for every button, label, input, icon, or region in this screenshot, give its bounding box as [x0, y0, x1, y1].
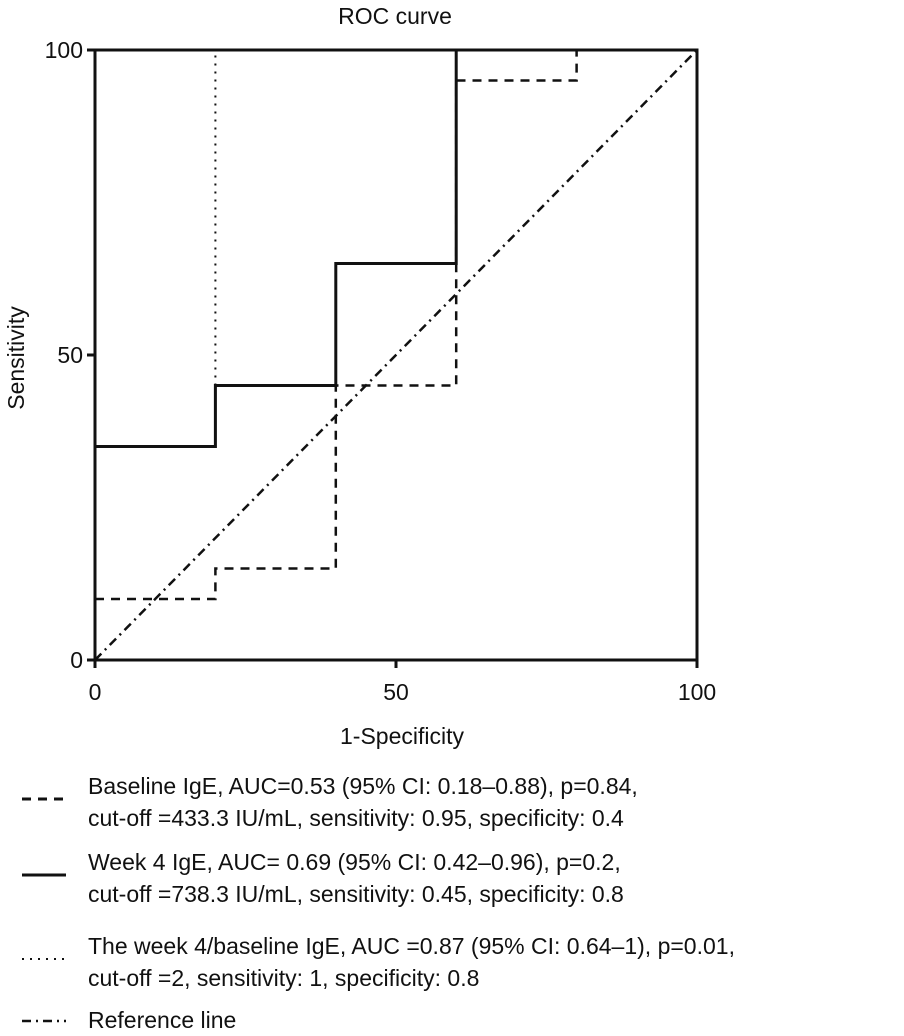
legend-text-line1: Reference line	[88, 1007, 237, 1033]
legend-text-line2: cut-off =433.3 IU/mL, sensitivity: 0.95,…	[88, 805, 624, 831]
dashdot-line-swatch	[22, 1019, 66, 1023]
tick-layer: 0 50 100 0 50 100	[45, 37, 717, 705]
y-tick-label: 0	[70, 647, 83, 673]
x-tick-label: 50	[383, 679, 409, 705]
dotted-line-swatch	[22, 958, 66, 960]
legend-text-line1: The week 4/baseline IgE, AUC =0.87 (95% …	[88, 933, 735, 959]
x-tick-label: 0	[89, 679, 102, 705]
series-line-solid	[95, 48, 697, 448]
legend-text-line1: Baseline IgE, AUC=0.53 (95% CI: 0.18–0.8…	[88, 773, 638, 799]
y-tick-label: 100	[45, 37, 83, 63]
legend-text-line2: cut-off =2, sensitivity: 1, specificity:…	[88, 965, 480, 991]
y-axis-label: Sensitivity	[3, 306, 29, 410]
roc-chart: ROC curve 0 50 100 0 50 100 1-Specificity Sen…	[3, 3, 717, 749]
x-axis-label: 1-Specificity	[340, 723, 464, 749]
series-line-dashdot	[94, 49, 698, 661]
legend-text-line2: cut-off =738.3 IU/mL, sensitivity: 0.45,…	[88, 881, 624, 907]
y-tick-label: 50	[57, 342, 83, 368]
series-layer	[94, 48, 698, 661]
x-tick-label: 100	[678, 679, 716, 705]
legend-text-line1: Week 4 IgE, AUC= 0.69 (95% CI: 0.42–0.96…	[88, 849, 621, 875]
solid-line-swatch	[22, 873, 66, 877]
dashed-line-swatch	[22, 797, 66, 801]
chart-title: ROC curve	[338, 3, 452, 29]
